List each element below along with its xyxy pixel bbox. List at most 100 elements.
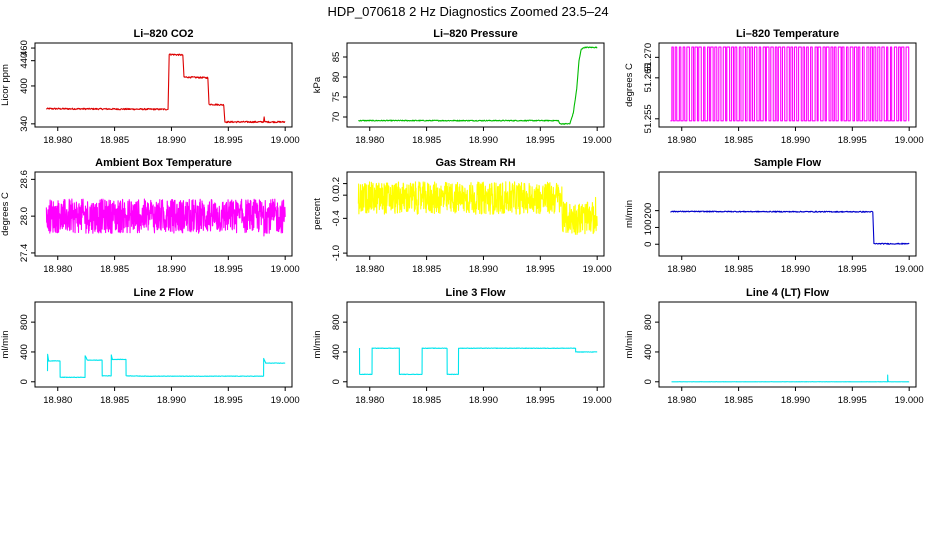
x-tick-label: 18.985 <box>724 135 753 146</box>
x-tick-label: 18.980 <box>43 264 72 275</box>
y-tick-label: 75 <box>331 92 342 103</box>
panel-title: Li–820 Temperature <box>736 28 839 40</box>
x-tick-label: 18.980 <box>355 395 384 406</box>
x-tick-label: 18.980 <box>667 264 696 275</box>
y-tick-label: 400 <box>643 344 654 360</box>
x-tick-label: 18.990 <box>157 135 186 146</box>
panel-1: Li–820 CO2 Licor ppm 18.980 18.985 18.990 18.… <box>0 28 300 146</box>
y-tick-label: 0 <box>19 379 30 384</box>
x-tick-label: 18.995 <box>526 135 555 146</box>
x-tick-label: 18.990 <box>157 395 186 406</box>
x-tick-label: 18.985 <box>100 135 129 146</box>
y-tick-label: 0.0 <box>331 189 342 202</box>
series-line <box>671 374 910 383</box>
x-tick-label: 18.990 <box>469 264 498 275</box>
y-tick-label: 340 <box>19 116 30 132</box>
y-tick-label: 27.4 <box>19 244 30 263</box>
series-line <box>358 347 598 376</box>
series-line <box>45 198 286 237</box>
x-tick-label: 19.000 <box>271 264 300 275</box>
panel-7: Line 2 Flow ml/min 18.980 18.985 18.990 18.99… <box>0 287 300 406</box>
panel-title: Line 2 Flow <box>134 287 194 299</box>
x-tick-label: 18.980 <box>43 395 72 406</box>
panel-title: Gas Stream RH <box>435 157 515 169</box>
x-tick-label: 18.990 <box>469 395 498 406</box>
x-tick-label: 18.995 <box>838 264 867 275</box>
x-tick-label: 18.985 <box>100 264 129 275</box>
plot-frame <box>346 42 605 128</box>
y-tick-label: 51.270 <box>643 43 654 72</box>
series-line <box>45 53 286 124</box>
y-tick-label: 440 <box>19 53 30 69</box>
panel-title: Li–820 CO2 <box>134 28 194 40</box>
series-line <box>670 210 910 245</box>
y-tick-label: 0.2 <box>331 177 342 190</box>
x-tick-label: 18.995 <box>214 264 243 275</box>
figure-title: HDP_070618 2 Hz Diagnostics Zoomed 23.5–… <box>327 4 608 19</box>
y-axis-label: ml/min <box>624 200 635 228</box>
panel-title: Line 3 Flow <box>446 287 506 299</box>
x-tick-label: 18.990 <box>781 395 810 406</box>
x-tick-label: 19.000 <box>583 395 612 406</box>
x-tick-label: 18.995 <box>526 395 555 406</box>
x-tick-label: 18.980 <box>667 395 696 406</box>
y-tick-label: 800 <box>19 314 30 330</box>
series-line <box>670 46 910 122</box>
panel-6: Sample Flow ml/min 18.980 18.985 18.990 18.99… <box>624 157 924 275</box>
x-tick-label: 18.980 <box>667 135 696 146</box>
y-tick-label: 400 <box>331 344 342 360</box>
y-axis-label: ml/min <box>624 331 635 359</box>
y-axis-label: ml/min <box>312 331 323 359</box>
x-tick-label: 18.995 <box>526 264 555 275</box>
plot-frame <box>658 301 917 388</box>
y-axis-label: degrees C <box>624 63 635 107</box>
panel-title: Sample Flow <box>754 157 822 169</box>
plot-frame <box>346 301 605 388</box>
panel-8: Line 3 Flow ml/min 18.980 18.985 18.990 18.99… <box>312 287 612 406</box>
x-tick-label: 18.985 <box>724 264 753 275</box>
plot-frame <box>34 42 293 128</box>
x-tick-label: 18.985 <box>724 395 753 406</box>
y-axis-label: kPa <box>312 76 323 93</box>
y-tick-label: 80 <box>331 72 342 83</box>
panel-2: Li–820 Pressure kPa 18.980 18.985 18.990 18.9… <box>312 28 612 146</box>
y-tick-label: 51.255 <box>643 104 654 133</box>
y-tick-label: 400 <box>19 344 30 360</box>
y-tick-label: 28.0 <box>19 207 30 226</box>
y-tick-label: -1.0 <box>331 245 342 261</box>
y-tick-label: 400 <box>19 78 30 94</box>
series-line <box>46 353 286 379</box>
y-tick-label: 0 <box>643 379 654 384</box>
x-tick-label: 18.985 <box>100 395 129 406</box>
x-tick-label: 19.000 <box>583 135 612 146</box>
plot-frame <box>34 171 293 257</box>
x-tick-label: 19.000 <box>583 264 612 275</box>
y-tick-label: 70 <box>331 112 342 123</box>
y-tick-label: 800 <box>643 314 654 330</box>
panel-9: Line 4 (LT) Flow ml/min 18.980 18.985 18.990… <box>624 287 924 406</box>
x-tick-label: 18.980 <box>355 264 384 275</box>
panel-title: Ambient Box Temperature <box>95 157 232 169</box>
plot-frame <box>658 42 917 128</box>
plot-frame <box>658 171 917 257</box>
y-tick-label: 51.265 <box>643 63 654 92</box>
x-tick-label: 18.995 <box>838 395 867 406</box>
x-tick-label: 19.000 <box>895 395 924 406</box>
x-tick-label: 18.995 <box>214 395 243 406</box>
y-axis-label: percent <box>312 198 323 230</box>
panel-title: Li–820 Pressure <box>433 28 517 40</box>
y-tick-label: 100 <box>643 220 654 236</box>
series-line <box>358 46 598 125</box>
x-tick-label: 19.000 <box>271 395 300 406</box>
x-tick-label: 18.985 <box>412 395 441 406</box>
y-axis-label: degrees C <box>0 192 11 236</box>
y-tick-label: 28.6 <box>19 170 30 189</box>
x-tick-label: 18.995 <box>214 135 243 146</box>
panel-3: Li–820 Temperature degrees C 18.980 18.985 1… <box>624 28 924 146</box>
x-tick-label: 18.980 <box>43 135 72 146</box>
x-tick-label: 18.985 <box>412 264 441 275</box>
x-tick-label: 18.990 <box>157 264 186 275</box>
x-tick-label: 18.980 <box>355 135 384 146</box>
panel-4: Ambient Box Temperature degrees C 18.980 18… <box>0 157 300 275</box>
